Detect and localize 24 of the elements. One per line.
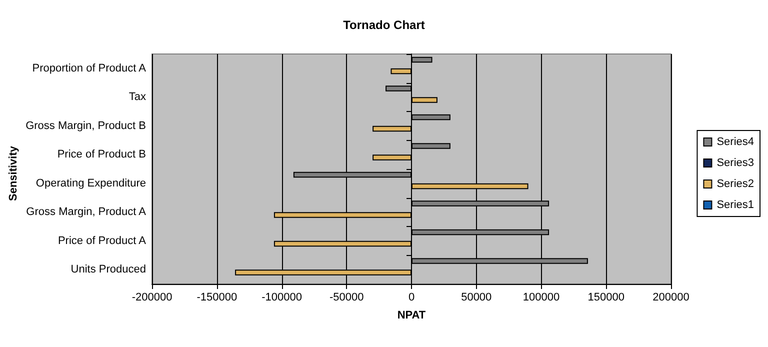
x-tick-label: 100000 — [522, 292, 560, 304]
legend-label: Series3 — [716, 157, 754, 169]
y-axis-title: Sensitivity — [8, 145, 20, 202]
x-tick-label: -150000 — [196, 292, 238, 304]
y-tick-label: Operating Expenditure — [36, 177, 146, 190]
legend-label: Series4 — [716, 136, 754, 148]
x-tick-label: 0 — [408, 292, 415, 304]
x-tick-label: 200000 — [652, 292, 690, 304]
y-tick-label: Price of Product B — [57, 148, 146, 161]
y-tick-label: Price of Product A — [58, 234, 147, 247]
x-tick-label: -200000 — [132, 292, 172, 304]
x-tick-label: -100000 — [262, 292, 302, 304]
y-tick-label: Gross Margin, Product B — [26, 120, 146, 132]
y-tick-label: Proportion of Product A — [32, 62, 147, 74]
x-tick-label: -50000 — [329, 292, 364, 304]
y-tick-label: Units Produced — [70, 264, 146, 276]
y-tick-label: Gross Margin, Product A — [26, 206, 147, 218]
x-tick-label: 150000 — [588, 292, 624, 304]
chart-title: Tornado Chart — [343, 18, 425, 32]
x-tick-label: 50000 — [461, 292, 492, 304]
x-axis-title: NPAT — [397, 310, 426, 322]
legend-label: Series2 — [716, 178, 754, 190]
y-tick-label: Tax — [128, 91, 146, 104]
legend-label: Series1 — [716, 199, 754, 211]
